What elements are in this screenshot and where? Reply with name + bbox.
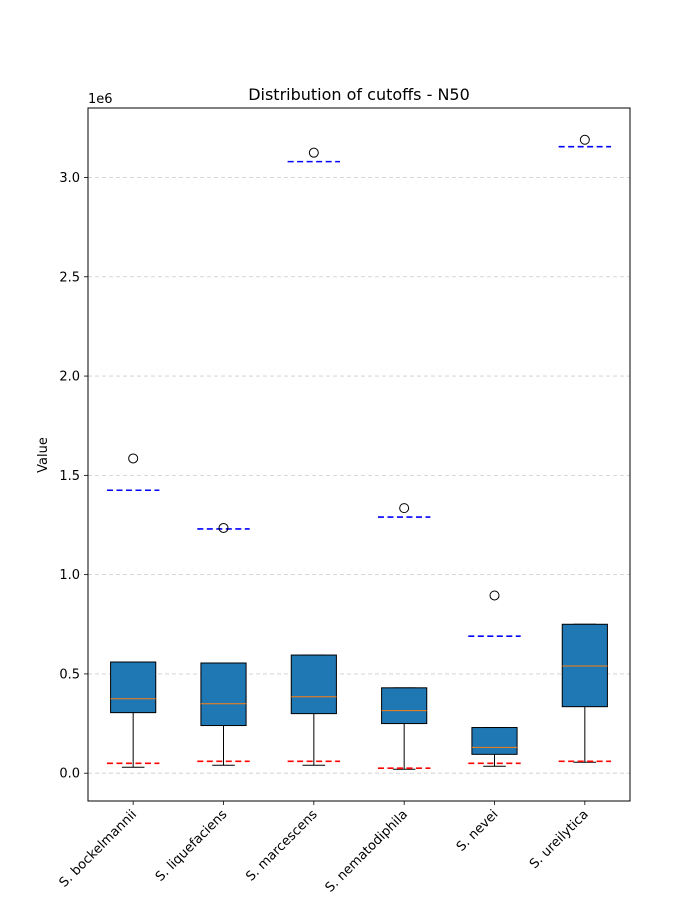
y-tick-label: 1.0 (59, 568, 80, 583)
grid-lines (88, 177, 630, 774)
x-tick-label: S. nematodiphila (323, 807, 411, 895)
flier-point (308, 147, 319, 158)
x-tick-label: S. ureilytica (527, 807, 592, 872)
x-tick-label: S. marcescens (243, 807, 320, 884)
y-axis-ticks: 0.0 0.5 1.0 1.5 2.0 2.5 3.0 (59, 171, 88, 782)
flier-point (489, 590, 500, 601)
flier-point (579, 134, 590, 145)
flier-point (128, 453, 139, 464)
y-offset-label: 1e6 (88, 92, 113, 107)
boxes (110, 623, 608, 770)
y-tick-label: 0.0 (59, 767, 80, 782)
y-tick-label: 0.5 (59, 667, 80, 682)
x-tick-label: S. liquefaciens (153, 807, 231, 885)
flier-point (218, 522, 229, 533)
plot-frame (87, 107, 631, 802)
box (200, 662, 247, 727)
fliers (128, 134, 590, 601)
flier-point (399, 503, 410, 514)
x-tick-label: S. nevei (454, 807, 501, 854)
chart-title: Distribution of cutoffs - N50 (248, 85, 470, 104)
y-tick-label: 3.0 (59, 171, 80, 186)
box (290, 654, 337, 715)
x-tick-label: S. bockelmannii (57, 807, 140, 890)
y-tick-label: 2.5 (59, 270, 80, 285)
y-tick-label: 2.0 (59, 370, 80, 385)
box (471, 727, 518, 755)
reference-lines (106, 145, 612, 770)
box (110, 661, 157, 714)
y-axis-label: Value (36, 437, 51, 473)
box (381, 687, 428, 725)
y-tick-label: 1.5 (59, 469, 80, 484)
x-axis-ticks: S. bockelmannii S. liquefaciens S. marcesc… (57, 801, 592, 896)
